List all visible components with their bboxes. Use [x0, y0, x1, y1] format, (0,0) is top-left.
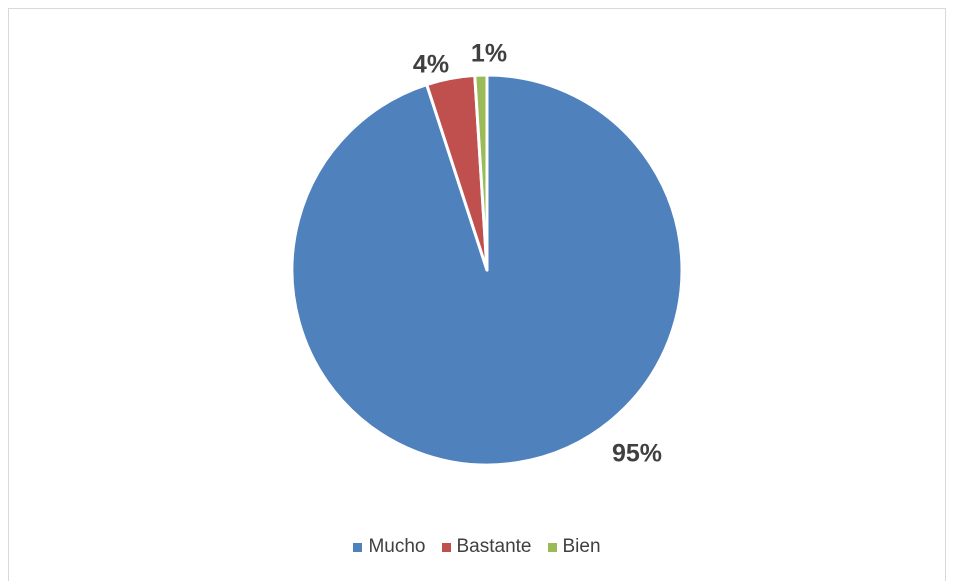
pie-slice-bien	[473, 73, 489, 272]
legend-swatch-mucho	[353, 542, 363, 552]
data-label-bastante: 4%	[413, 51, 449, 79]
legend: Mucho Bastante Bien	[0, 536, 954, 558]
legend-label-bastante: Bastante	[456, 536, 532, 557]
legend-item-bien: Bien	[547, 536, 601, 558]
legend-item-mucho: Mucho	[353, 536, 426, 558]
pie-chart: 95% 4% 1%	[290, 40, 684, 468]
legend-swatch-bien	[547, 542, 557, 552]
legend-label-bien: Bien	[562, 536, 601, 557]
legend-swatch-bastante	[441, 542, 451, 552]
chart-area	[8, 8, 946, 581]
legend-item-bastante: Bastante	[441, 536, 532, 558]
data-label-mucho: 95%	[612, 440, 662, 468]
legend-label-mucho: Mucho	[368, 536, 426, 557]
data-label-bien: 1%	[471, 40, 507, 68]
